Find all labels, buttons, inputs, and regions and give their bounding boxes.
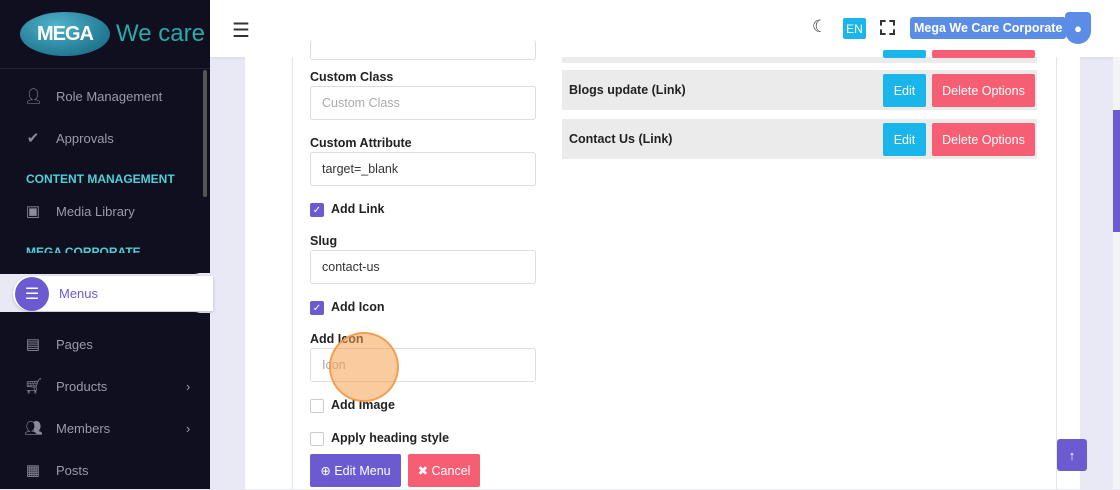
sidebar-item-label: Posts: [56, 462, 89, 478]
sidebar-item-pages[interactable]: ▤ Pages: [0, 324, 210, 364]
previous-input[interactable]: [310, 40, 536, 60]
delete-options-button[interactable]: [932, 50, 1035, 58]
sidebar-item-label: Products: [56, 378, 108, 394]
heading-style-checkbox[interactable]: [310, 432, 324, 446]
avatar[interactable]: ●: [1065, 12, 1091, 44]
slug-label: Slug: [310, 234, 338, 248]
menu-icon: ☰: [15, 276, 49, 311]
sidebar-item-label: Role Management: [56, 88, 163, 104]
arrow-up-icon: ↑: [1068, 447, 1076, 463]
plus-circle-icon: ⊕: [320, 464, 335, 478]
add-icon-check-label: Add Icon: [331, 300, 385, 314]
cancel-button[interactable]: ✖ Cancel: [408, 454, 480, 487]
delete-options-button[interactable]: Delete Options: [932, 123, 1035, 156]
add-image-label: Add Image: [331, 398, 395, 412]
sidebar-scrollbar[interactable]: [203, 70, 207, 197]
sidebar-item-posts[interactable]: ▦ Posts: [0, 450, 210, 490]
user-icon: 👤︎: [24, 88, 44, 105]
add-image-checkbox[interactable]: [310, 399, 324, 413]
page-scrollbar-thumb[interactable]: [1113, 110, 1120, 232]
sidebar-curve: [0, 312, 210, 332]
delete-options-button[interactable]: Delete Options: [932, 74, 1035, 107]
sidebar: MEGA We care 👤︎ Role Management ✔ Approval…: [0, 0, 210, 489]
camera-icon: ▣: [25, 203, 41, 220]
list-item: [562, 57, 1037, 63]
account-button[interactable]: Mega We Care Corporate: [910, 17, 1067, 39]
layout-icon: ▤: [25, 336, 41, 353]
menu-item-name: Contact Us (Link): [569, 132, 673, 146]
sidebar-item-label: Approvals: [56, 130, 114, 146]
sidebar-item-media-library[interactable]: ▣ Media Library: [0, 191, 210, 231]
logo-mark: MEGA: [20, 12, 110, 56]
menu-editor: [292, 57, 1057, 489]
cancel-label: Cancel: [431, 463, 471, 478]
custom-class-input[interactable]: Custom Class: [310, 86, 536, 120]
add-link-checkbox[interactable]: ✓: [310, 203, 324, 217]
add-icon-checkbox[interactable]: ✓: [310, 301, 324, 315]
page-scrollbar[interactable]: [1113, 57, 1120, 489]
chevron-right-icon: ›: [186, 378, 191, 394]
users-icon: 👥︎: [24, 420, 44, 437]
logo-text: We care: [116, 20, 205, 47]
close-icon: ✖: [417, 464, 432, 478]
sidebar-item-role-management[interactable]: 👤︎ Role Management: [0, 76, 210, 116]
section-content-management: CONTENT MANAGEMENT: [26, 172, 175, 186]
sidebar-item-approvals[interactable]: ✔ Approvals: [0, 118, 210, 158]
add-link-label: Add Link: [331, 202, 385, 216]
header: ☰ ☾ EN Mega We Care Corporate ●: [210, 0, 1120, 57]
chevron-right-icon: ›: [186, 420, 191, 436]
logo[interactable]: MEGA We care: [0, 0, 210, 69]
moon-icon[interactable]: ☾: [812, 17, 828, 36]
check-icon: ✔: [26, 130, 40, 147]
sidebar-item-label: Pages: [56, 336, 93, 352]
language-button[interactable]: EN: [843, 18, 866, 39]
newspaper-icon: ▦: [25, 462, 41, 479]
cart-icon: 🛒︎: [24, 378, 44, 395]
edit-menu-button[interactable]: ⊕ Edit Menu: [310, 454, 401, 487]
custom-attribute-input[interactable]: target=_blank: [310, 152, 536, 186]
fullscreen-icon[interactable]: [880, 20, 895, 35]
edit-button[interactable]: Edit: [883, 74, 926, 107]
click-indicator: [329, 332, 399, 402]
hamburger-icon[interactable]: ☰: [232, 20, 250, 42]
edit-button[interactable]: Edit: [883, 123, 926, 156]
edit-menu-label: Edit Menu: [334, 463, 391, 478]
sidebar-item-label: Menus: [59, 286, 99, 301]
sidebar-item-members[interactable]: 👥︎ Members ›: [0, 408, 210, 448]
sidebar-item-products[interactable]: 🛒︎ Products ›: [0, 366, 210, 406]
edit-button[interactable]: [883, 50, 926, 58]
sidebar-curve: [0, 253, 210, 274]
slug-input[interactable]: contact-us: [310, 250, 536, 284]
scroll-to-top-button[interactable]: ↑: [1057, 439, 1087, 471]
custom-class-label: Custom Class: [310, 70, 394, 84]
heading-style-label: Apply heading style: [331, 431, 450, 445]
menu-item-name: Blogs update (Link): [569, 83, 686, 97]
sidebar-item-label: Media Library: [56, 203, 135, 219]
sidebar-item-label: Members: [56, 420, 111, 436]
custom-attribute-label: Custom Attribute: [310, 136, 412, 150]
sidebar-item-menus[interactable]: ☰ Menus: [13, 276, 213, 311]
